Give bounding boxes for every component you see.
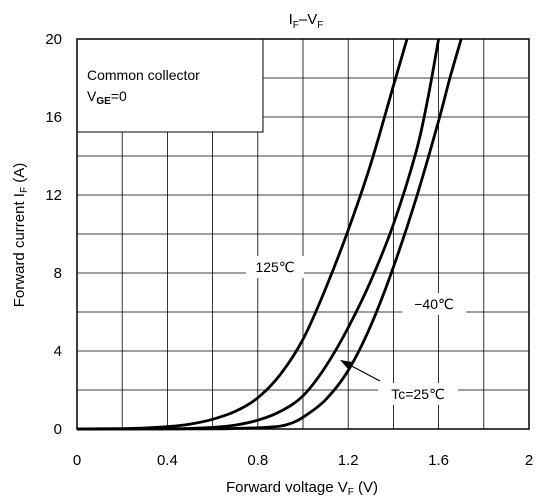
x-tick-label: 0.4	[157, 452, 178, 469]
y-tick-label: 8	[54, 265, 62, 282]
x-tick-label: 1.2	[338, 452, 359, 469]
label-125c: 125℃	[255, 259, 294, 275]
chart-title: IF–VF	[289, 11, 324, 31]
y-tick-label: 12	[45, 187, 62, 204]
x-tick-label: 2	[525, 452, 533, 469]
annotations: 125℃ −40℃ Tc=25℃	[246, 256, 466, 405]
condition-box: Common collector VGE=0	[76, 38, 264, 133]
label-minus40c: −40℃	[414, 296, 453, 312]
x-tick-label: 0	[73, 452, 81, 469]
y-tick-label: 0	[54, 421, 62, 438]
x-axis-title: Forward voltage VF (V)	[226, 479, 378, 498]
x-tick-label: 1.6	[428, 452, 449, 469]
condition-line-1: Common collector	[87, 67, 200, 83]
arrow-head	[340, 360, 352, 369]
y-tick-label: 20	[45, 31, 62, 48]
label-tc25c: Tc=25℃	[391, 386, 444, 402]
y-tick-label: 16	[45, 109, 62, 126]
plot-frame	[76, 38, 530, 430]
x-tick-label: 0.8	[247, 452, 268, 469]
y-tick-label: 4	[54, 343, 62, 360]
y-axis-title: Forward current IF (A)	[11, 163, 30, 307]
condition-line-2: VGE=0	[87, 88, 127, 107]
